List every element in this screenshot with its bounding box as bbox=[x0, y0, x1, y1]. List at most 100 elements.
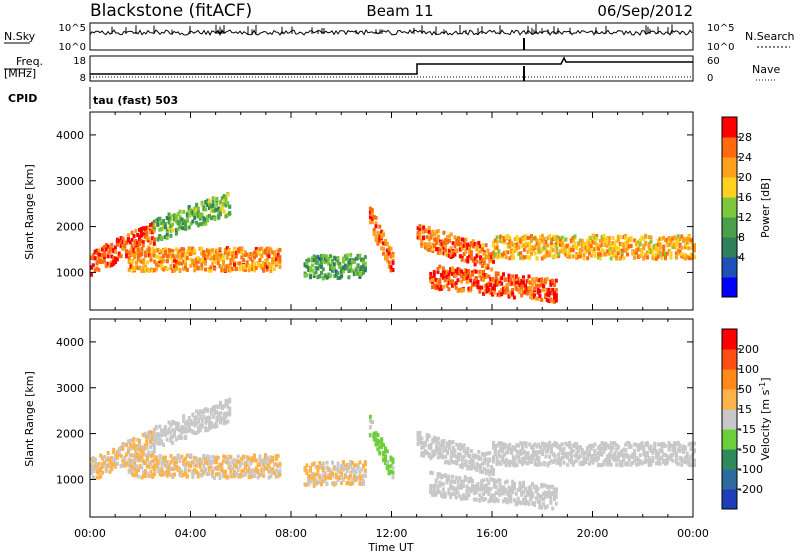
velocity-echo-cell bbox=[469, 457, 473, 462]
power-echo-cell bbox=[242, 258, 246, 263]
power-echo-cell bbox=[347, 260, 351, 265]
power-echo-cell bbox=[338, 265, 342, 270]
power-echo-cell bbox=[488, 259, 492, 264]
velocity-echo-cell bbox=[465, 484, 469, 489]
power-echo-cell bbox=[655, 252, 658, 257]
power-echo-cell bbox=[198, 222, 202, 227]
velocity-echo-cell bbox=[219, 400, 222, 405]
power-echo-cell bbox=[547, 293, 551, 298]
power-echo-cell bbox=[517, 251, 521, 256]
velocity-echo-cell bbox=[510, 449, 514, 454]
velocity-echo-cell bbox=[309, 476, 312, 481]
velocity-echo-cell bbox=[117, 448, 121, 453]
velocity-echo-cell bbox=[449, 492, 453, 497]
velocity-echo-cell bbox=[512, 498, 516, 503]
velocity-echo-cell bbox=[658, 461, 662, 466]
power-echo-cell bbox=[173, 216, 176, 221]
velocity-echo-cell bbox=[611, 453, 615, 458]
power-echo-cell bbox=[466, 242, 470, 247]
power-echo-cell bbox=[512, 282, 516, 287]
velocity-echo-cell bbox=[231, 460, 235, 465]
velocity-echo-cell bbox=[391, 466, 395, 470]
power-echo-cell bbox=[121, 236, 125, 241]
power-echo-cell bbox=[520, 280, 524, 285]
velocity-echo-cell bbox=[152, 435, 156, 440]
power-echo-cell bbox=[647, 241, 651, 246]
power-echo-cell bbox=[674, 255, 678, 260]
velocity-echo-cell bbox=[356, 475, 360, 480]
power-echo-cell bbox=[466, 259, 470, 264]
velocity-echo-cell bbox=[193, 467, 197, 472]
power-echo-cell bbox=[158, 235, 162, 240]
velocity-echo-cell bbox=[633, 458, 637, 463]
power-echo-cell bbox=[269, 266, 273, 271]
velocity-echo-cell bbox=[629, 462, 633, 467]
power-echo-cell bbox=[191, 210, 195, 215]
velocity-echo-cell bbox=[529, 493, 533, 498]
power-echo-cell bbox=[309, 266, 312, 271]
power-echo-cell bbox=[554, 298, 558, 303]
velocity-echo-cell bbox=[453, 453, 457, 458]
velocity-echo-cell bbox=[93, 463, 97, 468]
velocity-echo-cell bbox=[446, 459, 449, 464]
velocity-echo-cell bbox=[682, 447, 686, 452]
power-echo-cell bbox=[380, 246, 384, 251]
velocity-echo-cell bbox=[502, 445, 506, 450]
power-ytick-label: 2000 bbox=[56, 221, 84, 234]
power-echo-cell bbox=[362, 260, 365, 265]
velocity-echo-cell bbox=[215, 419, 219, 424]
velocity-echo-cell bbox=[278, 464, 282, 468]
velocity-echo-cell bbox=[363, 462, 367, 467]
power-echo-cell bbox=[502, 251, 506, 256]
power-echo-cell bbox=[551, 248, 555, 253]
power-echo-cell bbox=[685, 246, 689, 251]
power-echo-cell bbox=[447, 280, 451, 285]
power-echo-cell bbox=[491, 286, 495, 291]
velocity-echo-cell bbox=[152, 439, 156, 444]
power-echo-cell bbox=[145, 230, 149, 235]
power-echo-cell bbox=[557, 252, 561, 257]
velocity-echo-cell bbox=[325, 460, 329, 465]
power-echo-cell bbox=[151, 252, 155, 257]
velocity-echo-cell bbox=[142, 470, 146, 475]
power-echo-cell bbox=[440, 244, 444, 249]
power-echo-cell bbox=[358, 275, 362, 279]
velocity-echo-cell bbox=[645, 458, 649, 463]
power-echo-cell bbox=[455, 238, 459, 243]
velocity-echo-cell bbox=[260, 471, 264, 476]
power-echo-cell bbox=[151, 249, 155, 254]
power-echo-cell bbox=[508, 243, 512, 248]
power-echo-cell bbox=[465, 279, 469, 284]
power-echo-cell bbox=[537, 245, 541, 250]
power-ytick-label: 3000 bbox=[56, 175, 84, 188]
velocity-echo-cell bbox=[505, 490, 509, 495]
power-echo-cell bbox=[545, 292, 549, 297]
velocity-echo-cell bbox=[607, 456, 611, 461]
power-colorbar-frame bbox=[721, 116, 738, 298]
velocity-echo-cell bbox=[451, 479, 454, 484]
velocity-echo-cell bbox=[513, 445, 517, 450]
power-echo-cell bbox=[325, 275, 329, 280]
velocity-echo-cell bbox=[664, 443, 667, 448]
power-echo-cell bbox=[278, 255, 282, 260]
velocity-ytick-label: 4000 bbox=[56, 336, 84, 349]
velocity-echo-cell bbox=[263, 459, 267, 464]
power-echo-cell bbox=[553, 243, 557, 248]
power-echo-cell bbox=[332, 262, 336, 267]
velocity-echo-cell bbox=[207, 455, 211, 460]
velocity-echo-cell bbox=[589, 443, 593, 448]
velocity-echo-cell bbox=[123, 456, 127, 461]
power-echo-cell bbox=[139, 229, 143, 234]
velocity-echo-cell bbox=[569, 454, 573, 459]
velocity-echo-cell bbox=[647, 456, 651, 461]
velocity-echo-cell bbox=[429, 484, 433, 489]
power-echo-cell bbox=[240, 264, 244, 269]
velocity-echo-cells bbox=[90, 397, 696, 511]
velocity-echo-cell bbox=[141, 449, 145, 454]
power-echo-cell bbox=[215, 197, 219, 202]
velocity-echo-cell bbox=[660, 444, 664, 449]
power-echo-cell bbox=[258, 258, 262, 262]
velocity-echo-cell bbox=[184, 467, 187, 472]
velocity-echo-cell bbox=[613, 451, 617, 456]
power-echo-cell bbox=[269, 247, 273, 252]
